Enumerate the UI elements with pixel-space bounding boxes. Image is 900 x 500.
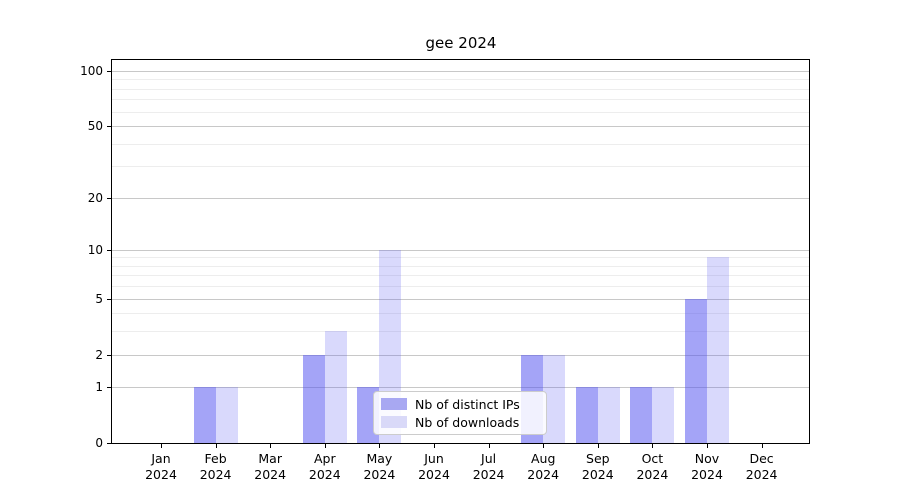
- gridline-major-10: [112, 249, 809, 251]
- bar-downloads-oct: [652, 387, 675, 443]
- y-tick-label-1: 1: [95, 380, 103, 395]
- x-tick-label-aug: Aug 2024: [527, 451, 560, 482]
- x-tick-may: [379, 444, 381, 448]
- y-tick-1: [107, 387, 111, 389]
- gridline-minor-9: [112, 257, 809, 259]
- gridline-minor-3: [112, 331, 809, 333]
- bar-distinct-ips-nov: [685, 298, 707, 443]
- gridline-major-50: [112, 126, 809, 128]
- x-tick-dec: [761, 444, 763, 448]
- gridline-minor-7: [112, 275, 809, 277]
- y-tick-label-5: 5: [95, 291, 103, 306]
- y-tick-5: [107, 298, 111, 300]
- gridline-minor-40: [112, 143, 809, 145]
- x-tick-mar: [270, 444, 272, 448]
- y-tick-label-50: 50: [87, 119, 103, 134]
- x-tick-apr: [324, 444, 326, 448]
- y-tick-label-10: 10: [87, 242, 103, 257]
- x-tick-nov: [707, 444, 708, 448]
- y-tick-2: [107, 354, 111, 356]
- x-tick-feb: [215, 444, 217, 448]
- legend-swatch-downloads: [381, 416, 407, 428]
- gridline-major-5: [112, 298, 809, 300]
- y-tick-100: [107, 71, 111, 72]
- legend-item-downloads: Nb of downloads: [381, 415, 539, 430]
- bar-distinct-ips-apr: [302, 354, 325, 443]
- x-tick-jul: [488, 444, 490, 448]
- gridline-major-100: [112, 71, 809, 72]
- bar-downloads-nov: [707, 257, 729, 443]
- x-tick-label-sep: Sep 2024: [581, 451, 614, 482]
- gridline-major-2: [112, 354, 809, 356]
- legend-label-downloads: Nb of downloads: [415, 414, 520, 430]
- gridline-major-1: [112, 387, 809, 389]
- x-tick-jan: [161, 444, 162, 448]
- x-tick-label-jul: Jul 2024: [472, 451, 505, 482]
- bar-downloads-apr: [324, 331, 347, 443]
- x-tick-label-jan: Jan 2024: [145, 451, 177, 482]
- bar-downloads-feb: [215, 387, 238, 443]
- y-tick-label-100: 100: [80, 64, 103, 78]
- x-tick-label-dec: Dec 2024: [745, 451, 778, 482]
- y-tick-50: [107, 126, 111, 128]
- y-tick-label-20: 20: [87, 190, 103, 205]
- gridline-minor-80: [112, 88, 809, 90]
- x-tick-label-nov: Nov 2024: [691, 451, 723, 482]
- x-tick-jun: [434, 444, 435, 448]
- gridline-minor-4: [112, 313, 809, 315]
- legend-swatch-distinct-ips: [381, 398, 407, 410]
- legend-item-distinct-ips: Nb of distinct IPs: [381, 397, 539, 412]
- x-tick-label-mar: Mar 2024: [254, 451, 287, 482]
- x-tick-sep: [597, 444, 599, 448]
- gridline-major-20: [112, 197, 809, 199]
- x-tick-label-apr: Apr 2024: [308, 451, 341, 482]
- x-tick-oct: [652, 444, 654, 448]
- x-tick-label-may: May 2024: [363, 451, 396, 482]
- legend-label-distinct-ips: Nb of distinct IPs: [415, 396, 520, 412]
- bar-downloads-aug: [543, 354, 566, 443]
- y-tick-20: [107, 197, 111, 199]
- y-tick-0: [107, 443, 111, 444]
- gridline-minor-90: [112, 79, 809, 81]
- x-tick-label-jun: Jun 2024: [418, 451, 450, 482]
- bar-distinct-ips-feb: [193, 387, 216, 443]
- x-tick-aug: [543, 444, 545, 448]
- y-tick-label-0: 0: [95, 436, 103, 450]
- gridline-minor-60: [112, 111, 809, 113]
- y-tick-label-2: 2: [95, 347, 103, 362]
- bar-downloads-sep: [597, 387, 620, 443]
- legend: Nb of distinct IPs Nb of downloads: [373, 391, 547, 435]
- bar-distinct-ips-sep: [575, 387, 598, 443]
- gridline-minor-30: [112, 166, 809, 168]
- chart-title: gee 2024: [425, 34, 497, 52]
- y-tick-10: [107, 249, 111, 251]
- x-tick-label-oct: Oct 2024: [636, 451, 669, 482]
- gridline-minor-8: [112, 265, 809, 267]
- bar-distinct-ips-oct: [630, 387, 653, 443]
- x-tick-label-feb: Feb 2024: [199, 451, 232, 482]
- plot-area: [111, 59, 810, 444]
- gridline-minor-6: [112, 286, 809, 288]
- gridline-minor-70: [112, 99, 809, 101]
